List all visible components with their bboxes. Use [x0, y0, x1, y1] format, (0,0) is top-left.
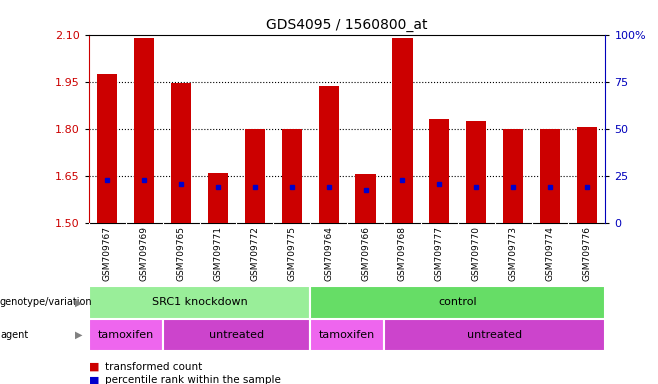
Text: agent: agent [0, 330, 28, 340]
Text: GSM709767: GSM709767 [103, 226, 112, 281]
Bar [171, 83, 191, 223]
Bar [540, 129, 560, 223]
Bar [89, 286, 310, 319]
Bar [318, 86, 339, 223]
Text: ▶: ▶ [75, 297, 82, 308]
Text: GSM709777: GSM709777 [435, 226, 444, 281]
Title: GDS4095 / 1560800_at: GDS4095 / 1560800_at [266, 18, 428, 32]
Text: ■: ■ [89, 362, 103, 372]
Bar [208, 172, 228, 223]
Text: GSM709775: GSM709775 [288, 226, 296, 281]
Bar [577, 127, 597, 223]
Text: transformed count: transformed count [105, 362, 203, 372]
Bar [89, 319, 163, 351]
Text: SRC1 knockdown: SRC1 knockdown [151, 297, 247, 308]
Bar [97, 74, 117, 223]
Bar [429, 119, 449, 223]
Text: untreated: untreated [467, 330, 522, 340]
Text: GSM709770: GSM709770 [472, 226, 481, 281]
Text: percentile rank within the sample: percentile rank within the sample [105, 375, 281, 384]
Text: GSM709774: GSM709774 [545, 226, 555, 281]
Bar [282, 129, 302, 223]
Text: GSM709773: GSM709773 [509, 226, 518, 281]
Text: GSM709772: GSM709772 [250, 226, 259, 281]
Bar [245, 129, 265, 223]
Bar [384, 319, 605, 351]
Text: tamoxifen: tamoxifen [97, 330, 154, 340]
Text: ▶: ▶ [75, 330, 82, 340]
Text: GSM709776: GSM709776 [582, 226, 592, 281]
Text: GSM709764: GSM709764 [324, 226, 333, 281]
Bar [163, 319, 310, 351]
Text: control: control [438, 297, 477, 308]
Bar [134, 38, 155, 223]
Text: GSM709765: GSM709765 [176, 226, 186, 281]
Bar [310, 319, 384, 351]
Text: untreated: untreated [209, 330, 264, 340]
Text: tamoxifen: tamoxifen [319, 330, 375, 340]
Text: genotype/variation: genotype/variation [0, 297, 93, 308]
Bar [503, 129, 523, 223]
Text: GSM709768: GSM709768 [398, 226, 407, 281]
Bar [466, 121, 486, 223]
Bar [310, 286, 605, 319]
Text: ■: ■ [89, 375, 103, 384]
Text: GSM709766: GSM709766 [361, 226, 370, 281]
Bar [355, 174, 376, 223]
Bar [392, 38, 413, 223]
Text: GSM709771: GSM709771 [213, 226, 222, 281]
Text: GSM709769: GSM709769 [139, 226, 149, 281]
